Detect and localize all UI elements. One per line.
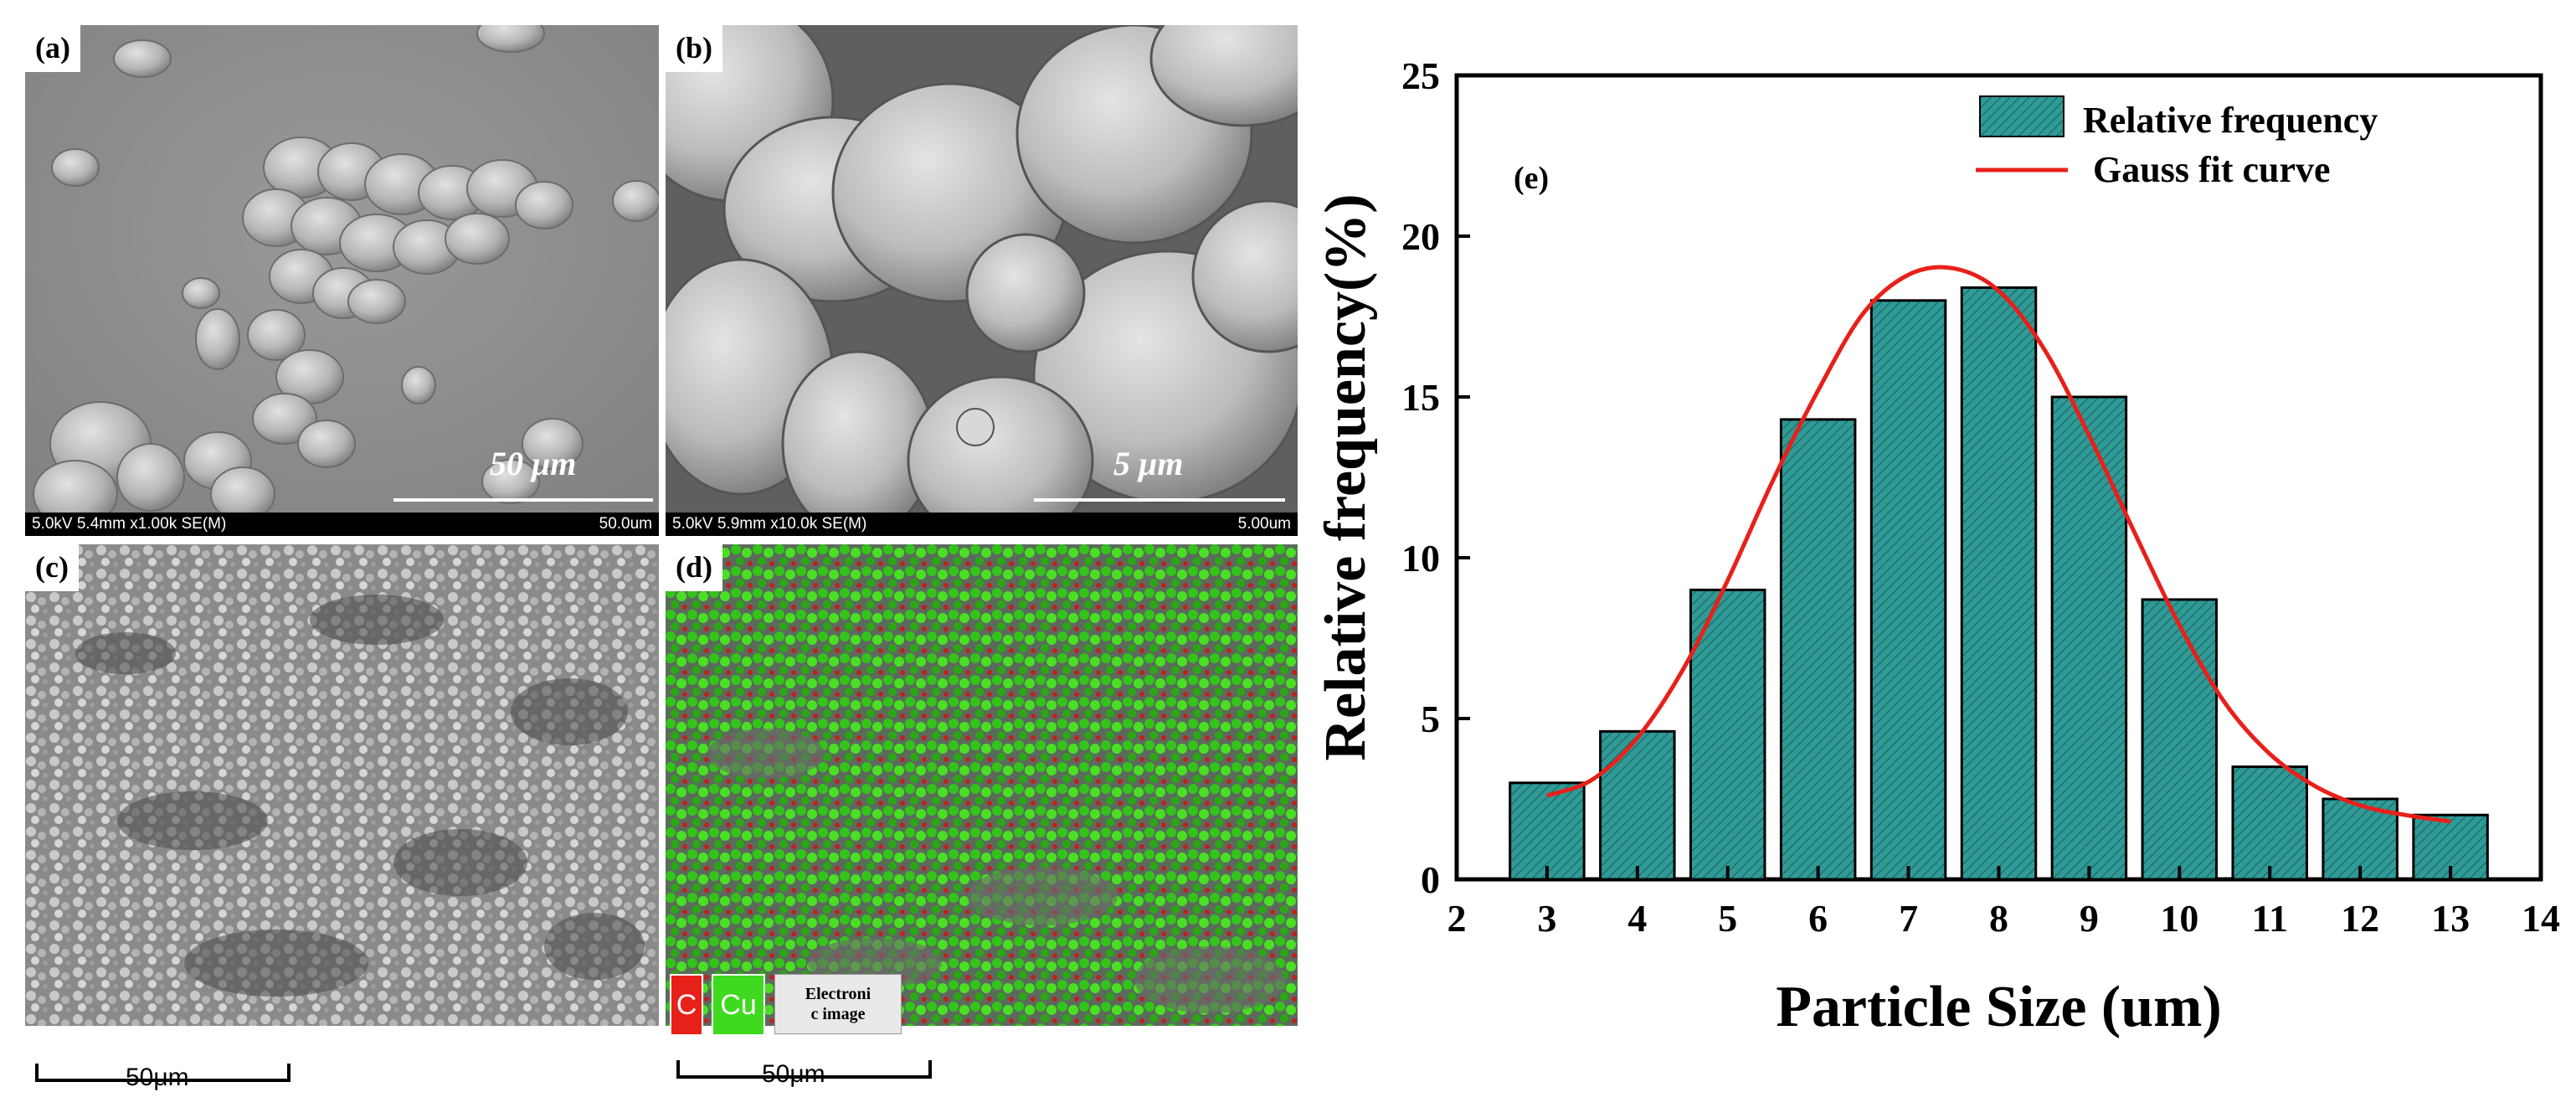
sem-panel-a: (a) 50 μm 5.0kV 5.4mm x1.00k SE(M) 50.0u… xyxy=(25,25,659,536)
legend-label-fit: Gauss fit curve xyxy=(2093,149,2331,190)
scale-bar-d xyxy=(676,1045,932,1079)
panel-label-e: (e) xyxy=(1514,161,1549,196)
inset-scale-label-a: 50 μm xyxy=(490,445,577,482)
sem-scale-text: 5.00um xyxy=(1237,515,1291,533)
panel-label-c: (c) xyxy=(25,544,79,591)
histogram-bar xyxy=(2050,395,2128,881)
sem-scale-text: 50.0um xyxy=(599,515,652,533)
chart-legend: Relative frequency Gauss fit curve xyxy=(1976,95,2378,190)
sem-info-bar-a: 5.0kV 5.4mm x1.00k SE(M) 50.0um xyxy=(25,513,659,536)
scale-label-c: 50μm xyxy=(126,1064,189,1091)
sem-image-a xyxy=(25,25,659,536)
histogram-bar xyxy=(1509,781,1586,881)
panel-label-b: (b) xyxy=(666,25,722,72)
sem-info-bar-b: 5.0kV 5.9mm x10.0k SE(M) 5.00um xyxy=(666,513,1298,536)
legend-label-bars: Relative frequency xyxy=(2083,100,2378,141)
y-tick-label: 15 xyxy=(1401,376,1440,419)
y-tick-label: 20 xyxy=(1401,215,1440,258)
eds-map-panel-d: (d) xyxy=(666,544,1298,1026)
gauss-fit-curve xyxy=(1546,265,2451,824)
x-tick-label: 10 xyxy=(2160,897,2198,940)
particle-size-chart: 2 3 4 5 6 7 8 9 10 11 12 13 14 0 5 10 15 20 25 (e) Relativ… xyxy=(1314,54,2560,1039)
scale-label-d: 50μm xyxy=(762,1060,825,1088)
x-tick-label: 11 xyxy=(2252,897,2288,940)
sem-image-c xyxy=(25,544,659,1026)
x-axis-title: Particle Size (um) xyxy=(1776,975,2222,1039)
y-tick-label: 0 xyxy=(1421,858,1440,901)
x-tick-label: 5 xyxy=(1718,897,1737,940)
eds-legend-carbon[interactable]: C xyxy=(670,974,703,1036)
eds-legend-electron-image[interactable]: Electroni c image xyxy=(774,974,902,1034)
histogram-bar xyxy=(2141,598,2219,881)
sem-settings-text: 5.0kV 5.9mm x10.0k SE(M) xyxy=(672,515,867,533)
sem-panel-b: (b) 5 μm 5.0kV 5.9mm x10.0k SE(M) 5.00um xyxy=(666,25,1298,536)
panel-label-d: (d) xyxy=(666,544,722,591)
y-tick-label: 10 xyxy=(1401,537,1440,580)
panel-label-a: (a) xyxy=(25,25,80,72)
legend-swatch-bars xyxy=(1979,95,2064,137)
x-tick-label: 14 xyxy=(2522,897,2560,940)
histogram-bar xyxy=(1689,588,1766,881)
x-tick-label: 6 xyxy=(1808,897,1828,940)
x-tick-label: 9 xyxy=(2080,897,2099,940)
inset-scale-bar-a xyxy=(393,498,653,502)
eds-legend-copper[interactable]: Cu xyxy=(712,974,765,1036)
sem-image-b xyxy=(666,25,1298,536)
histogram-bar xyxy=(1960,286,2038,881)
x-tick-label: 8 xyxy=(1989,897,2008,940)
histogram-bar xyxy=(2231,765,2308,881)
y-tick-label: 5 xyxy=(1421,698,1440,740)
y-axis-title: Relative frequency(%) xyxy=(1314,193,1378,760)
histogram-bar xyxy=(1779,418,1857,881)
scale-bar-c xyxy=(35,1048,291,1082)
x-tick-label: 12 xyxy=(2341,897,2379,940)
sem-panel-c: (c) xyxy=(25,544,659,1026)
histogram-bar xyxy=(1869,299,1947,881)
x-tick-label: 4 xyxy=(1627,897,1647,940)
sem-settings-text: 5.0kV 5.4mm x1.00k SE(M) xyxy=(32,515,227,533)
inset-scale-bar-b xyxy=(1034,498,1285,502)
x-tick-label: 13 xyxy=(2431,897,2470,940)
inset-scale-label-b: 5 μm xyxy=(1113,445,1184,482)
x-tick-label: 3 xyxy=(1537,897,1556,940)
x-tick-label: 2 xyxy=(1447,897,1467,940)
y-tick-label: 25 xyxy=(1401,54,1440,97)
eds-map-image xyxy=(666,544,1298,1026)
x-tick-label: 7 xyxy=(1899,897,1918,940)
histogram-bar xyxy=(1599,729,1676,881)
